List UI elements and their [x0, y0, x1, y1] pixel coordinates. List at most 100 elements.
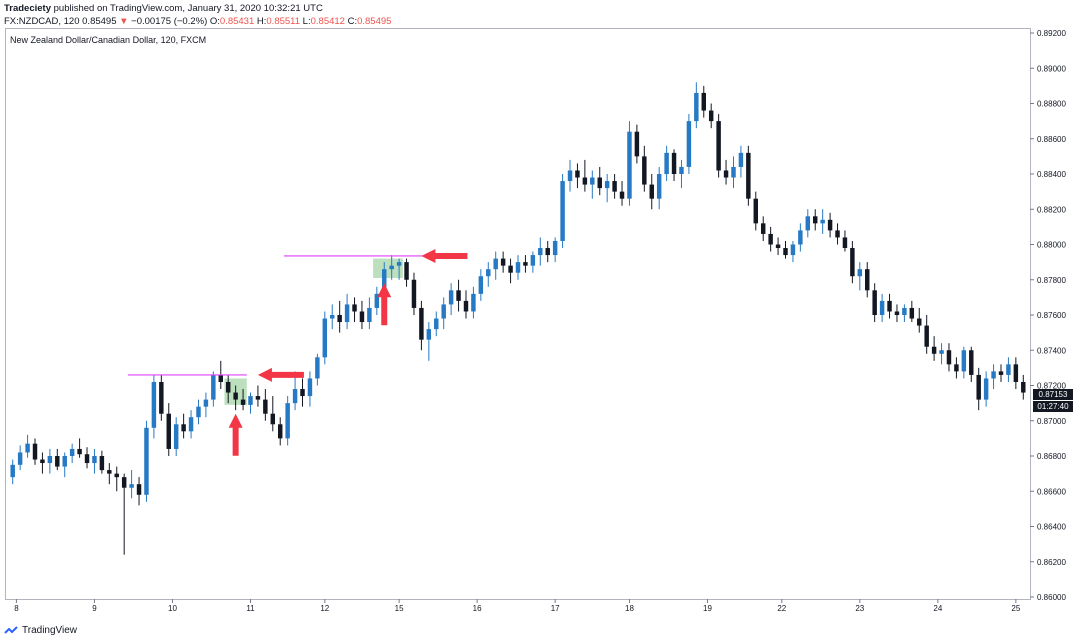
candle-body: [277, 424, 283, 439]
candle-body: [969, 350, 974, 375]
candle-body: [708, 110, 714, 122]
chart-pane[interactable]: [5, 28, 1031, 600]
candle-body: [798, 230, 803, 245]
candle-body: [731, 166, 736, 178]
candle-body: [17, 452, 23, 465]
candle-body: [656, 174, 662, 199]
candle-body: [805, 216, 811, 231]
candle-body: [322, 318, 328, 358]
x-tick-label: 25: [1011, 604, 1020, 613]
x-tick-label: 11: [246, 604, 255, 613]
candle-body: [552, 240, 558, 256]
publisher-name[interactable]: Tradeciety: [4, 3, 51, 14]
candle-body: [263, 399, 268, 414]
close-value: 0.85495: [357, 16, 392, 27]
candle-body: [84, 454, 90, 464]
candle-body: [1021, 381, 1026, 393]
candle-body: [434, 318, 439, 330]
countdown-tag: 01:27:40: [1033, 401, 1073, 412]
change-value: −0.00175 (−0.2%): [131, 16, 208, 27]
high-label: H:: [256, 16, 267, 27]
candle-body: [946, 350, 952, 365]
up-arrow-icon: [228, 413, 243, 456]
candle-body: [411, 279, 417, 308]
x-tick-label: 10: [168, 604, 177, 613]
candle-body: [894, 311, 900, 315]
candle-body: [560, 181, 565, 241]
x-tick-label: 15: [395, 604, 404, 613]
candle-body: [917, 318, 922, 326]
candle-body: [359, 311, 365, 323]
y-tick-label: 0.89200: [1037, 29, 1066, 38]
candle-body: [159, 381, 164, 414]
candle-body: [40, 459, 45, 464]
candle-body: [25, 443, 30, 453]
candle-body: [1006, 364, 1011, 375]
candle-body: [478, 276, 484, 294]
left-arrow-icon: [421, 248, 468, 263]
candle-body: [954, 364, 959, 372]
last-price: 0.85495: [82, 16, 117, 27]
candle-body: [307, 378, 313, 397]
candle-body: [448, 290, 454, 305]
candle-body: [612, 181, 617, 192]
candle-body: [10, 464, 15, 478]
candle-body: [604, 181, 610, 189]
candle-body: [1013, 364, 1019, 382]
ohlc-header: FX:NZDCAD, 120 0.85495 ▼ −0.00175 (−0.2%…: [4, 16, 391, 27]
candle-body: [820, 219, 825, 224]
candle-body: [835, 230, 840, 238]
chart-title: New Zealand Dollar/Canadian Dollar, 120,…: [10, 35, 207, 45]
candle-body: [783, 248, 788, 256]
candle-body: [530, 255, 536, 266]
candle-body: [545, 248, 550, 256]
x-tick-label: 19: [703, 604, 712, 613]
last-price-tag: 0.87153: [1033, 389, 1073, 400]
y-tick-label: 0.88400: [1037, 170, 1066, 179]
candle-body: [166, 413, 171, 449]
publish-header: Tradeciety published on TradingView.com,…: [4, 3, 323, 14]
candle-body: [374, 293, 380, 308]
candle-body: [62, 456, 67, 467]
y-tick-label: 0.86400: [1037, 523, 1066, 532]
candle-body: [211, 374, 216, 400]
candle-body: [909, 307, 915, 319]
candle-body: [255, 396, 261, 400]
candle-body: [961, 350, 967, 372]
candle-body: [738, 152, 744, 167]
candle-body: [404, 262, 409, 280]
candle-body: [270, 413, 276, 425]
y-tick-label: 0.88000: [1037, 241, 1066, 250]
candle-body: [292, 389, 298, 404]
candle-body: [121, 477, 127, 488]
y-tick-label: 0.88800: [1037, 100, 1066, 109]
candle-body: [998, 371, 1004, 375]
y-tick-label: 0.88600: [1037, 135, 1066, 144]
candle-body: [575, 170, 580, 178]
up-arrow-icon: [377, 283, 392, 326]
tradingview-logo-icon: [4, 625, 18, 634]
candle-body: [181, 424, 186, 432]
candle-body: [582, 177, 588, 185]
x-tick-label: 16: [473, 604, 482, 613]
x-tick-label: 8: [14, 604, 19, 613]
candle-body: [671, 152, 677, 174]
footer-label[interactable]: TradingView: [22, 625, 78, 636]
candle-body: [315, 357, 320, 379]
candle-body: [686, 121, 692, 167]
candle-body: [768, 233, 773, 245]
candle-body: [344, 304, 350, 323]
close-label: C:: [347, 16, 358, 27]
y-tick-label: 0.87200: [1037, 382, 1066, 391]
candle-body: [827, 219, 833, 231]
candle-body: [939, 350, 944, 354]
candle-body: [991, 371, 996, 379]
candle-body: [225, 381, 231, 393]
y-tick-label: 0.86000: [1037, 593, 1066, 602]
candle-body: [99, 456, 105, 471]
x-tick-label: 18: [625, 604, 634, 613]
candle-body: [69, 448, 75, 456]
candle-body: [879, 300, 885, 315]
candle-body: [352, 304, 357, 312]
